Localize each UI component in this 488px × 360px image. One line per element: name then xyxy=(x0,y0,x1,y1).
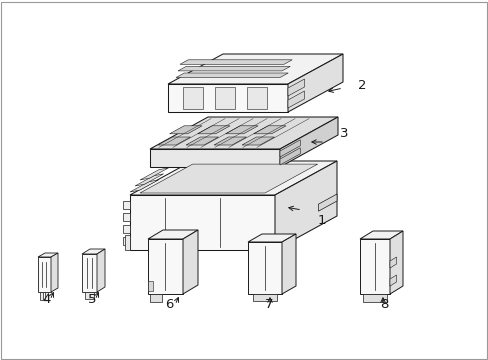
Polygon shape xyxy=(242,137,274,145)
Polygon shape xyxy=(158,137,190,145)
Polygon shape xyxy=(38,253,58,257)
Polygon shape xyxy=(287,91,304,108)
Polygon shape xyxy=(282,234,295,294)
Polygon shape xyxy=(148,239,183,294)
Polygon shape xyxy=(253,126,285,134)
Polygon shape xyxy=(287,79,304,96)
Polygon shape xyxy=(183,230,198,294)
Polygon shape xyxy=(280,148,300,165)
Polygon shape xyxy=(274,161,336,250)
Polygon shape xyxy=(176,73,287,77)
Polygon shape xyxy=(225,126,258,134)
Polygon shape xyxy=(389,257,396,268)
Polygon shape xyxy=(389,231,402,294)
Polygon shape xyxy=(45,292,48,300)
Text: 5: 5 xyxy=(88,293,96,306)
Text: 2: 2 xyxy=(357,79,366,92)
Polygon shape xyxy=(123,225,130,233)
Polygon shape xyxy=(38,257,51,292)
Polygon shape xyxy=(135,174,163,186)
Polygon shape xyxy=(280,140,300,157)
Text: 3: 3 xyxy=(339,127,348,140)
Polygon shape xyxy=(280,117,337,167)
Polygon shape xyxy=(148,281,153,291)
Polygon shape xyxy=(130,161,336,195)
Polygon shape xyxy=(318,194,336,211)
Polygon shape xyxy=(168,54,342,84)
Polygon shape xyxy=(359,239,389,294)
Text: 4: 4 xyxy=(42,293,50,306)
Polygon shape xyxy=(178,66,290,71)
Polygon shape xyxy=(140,164,317,193)
Polygon shape xyxy=(123,237,130,245)
Polygon shape xyxy=(362,294,386,302)
Text: 1: 1 xyxy=(317,214,326,227)
Polygon shape xyxy=(389,275,396,286)
Text: 7: 7 xyxy=(264,298,273,311)
Polygon shape xyxy=(197,126,230,134)
Polygon shape xyxy=(125,235,130,250)
Polygon shape xyxy=(247,242,282,294)
Polygon shape xyxy=(82,254,97,292)
Polygon shape xyxy=(140,168,168,180)
Polygon shape xyxy=(214,137,246,145)
Text: 6: 6 xyxy=(164,298,173,311)
Polygon shape xyxy=(123,201,130,209)
Polygon shape xyxy=(150,294,162,302)
Polygon shape xyxy=(246,87,266,109)
Text: 8: 8 xyxy=(379,298,387,311)
Polygon shape xyxy=(82,249,105,254)
Polygon shape xyxy=(85,292,94,299)
Polygon shape xyxy=(97,249,105,292)
Polygon shape xyxy=(168,84,287,112)
Polygon shape xyxy=(130,195,274,250)
Polygon shape xyxy=(180,60,292,64)
Polygon shape xyxy=(252,294,276,301)
Polygon shape xyxy=(359,231,402,239)
Polygon shape xyxy=(148,230,198,239)
Polygon shape xyxy=(185,137,218,145)
Polygon shape xyxy=(150,149,280,167)
Polygon shape xyxy=(247,234,295,242)
Polygon shape xyxy=(123,213,130,221)
Polygon shape xyxy=(51,253,58,292)
Polygon shape xyxy=(130,180,158,192)
Polygon shape xyxy=(40,292,43,300)
Polygon shape xyxy=(183,87,203,109)
Polygon shape xyxy=(169,126,202,134)
Polygon shape xyxy=(215,87,235,109)
Polygon shape xyxy=(150,117,337,149)
Polygon shape xyxy=(287,54,342,112)
